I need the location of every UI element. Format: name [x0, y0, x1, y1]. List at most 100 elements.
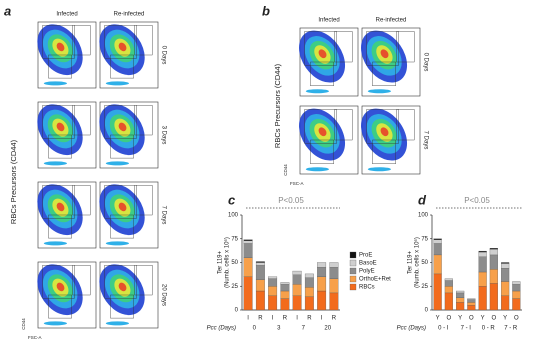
gate — [48, 134, 72, 159]
bar-segment — [489, 249, 498, 256]
corner-y: CD44 — [283, 164, 288, 176]
bar-segment — [304, 296, 314, 311]
legend-swatch — [349, 275, 357, 283]
bar-segment — [501, 295, 510, 311]
x-tick-label: Y — [503, 316, 507, 322]
density — [118, 282, 127, 292]
flow-plot — [37, 181, 97, 249]
flow-plot — [361, 27, 421, 97]
bar-segment — [478, 251, 487, 257]
gate — [396, 31, 415, 63]
bar-segment — [444, 280, 453, 287]
x-tick-label: R — [283, 316, 288, 322]
bar-segment — [317, 262, 327, 268]
flow-plot — [99, 261, 159, 329]
x-tick-label: O — [447, 316, 452, 322]
group-label: 0 - R — [482, 326, 496, 332]
x-tick-label: I — [321, 316, 323, 322]
bar-segment — [512, 290, 521, 299]
bar-segment — [243, 257, 253, 277]
gate — [134, 25, 153, 56]
bar-segment — [329, 267, 339, 279]
group-label: 0 - I — [438, 326, 449, 332]
bar-segment — [280, 284, 290, 292]
row-label: 7 Days — [422, 131, 428, 150]
bar-segment — [243, 239, 253, 241]
column-title: Infected — [318, 18, 339, 24]
legend-swatch — [349, 259, 357, 267]
column-title: Re-infected — [376, 18, 407, 24]
bar-segment — [255, 290, 265, 311]
bar-segment — [243, 276, 253, 311]
x-tick-label: I — [296, 316, 298, 322]
density — [367, 89, 391, 94]
group-label: 3 — [277, 326, 281, 332]
density — [118, 202, 127, 212]
gate — [42, 265, 75, 299]
bar-segment — [292, 270, 302, 275]
bar-segment — [433, 238, 442, 240]
bar-segment — [292, 295, 302, 311]
density — [305, 167, 329, 172]
annotation: P<0.05 — [278, 196, 304, 205]
gate — [310, 61, 334, 86]
gate — [48, 54, 72, 79]
bar-segment — [478, 286, 487, 311]
y-tick-label: 0 — [425, 308, 429, 314]
gate — [72, 105, 91, 136]
legend-label: OrthoE+Ret — [359, 277, 391, 283]
annotation: P<0.05 — [464, 196, 490, 205]
bar-segment — [243, 243, 253, 258]
gate — [366, 31, 399, 66]
gate — [42, 185, 75, 219]
flow-plot — [299, 105, 359, 175]
bar-segment — [444, 292, 453, 311]
bar-segment — [280, 290, 290, 299]
gate — [48, 294, 72, 319]
bar-segment — [433, 239, 442, 244]
x-tick-label: I — [247, 316, 249, 322]
density — [118, 122, 127, 132]
bar-segment — [280, 282, 290, 285]
bar-segment — [444, 286, 453, 294]
row-label: 3 Days — [160, 126, 166, 145]
x-tick-label: I — [272, 316, 274, 322]
gate — [42, 105, 75, 139]
density — [43, 161, 67, 166]
density — [43, 321, 67, 326]
bar-segment — [501, 262, 510, 264]
density — [305, 89, 329, 94]
bar-segment — [268, 276, 278, 279]
gate — [134, 185, 153, 216]
bar-segment — [467, 302, 476, 306]
y-tick-label: 50 — [231, 260, 238, 266]
density — [105, 241, 129, 246]
bar-segment — [292, 274, 302, 285]
group-label: 7 - R — [504, 326, 518, 332]
x-tick-label: R — [332, 316, 337, 322]
bar-segment — [467, 298, 476, 300]
density — [318, 49, 327, 59]
y-tick-label: 75 — [421, 236, 428, 242]
density — [380, 49, 389, 59]
bar-segment — [280, 298, 290, 311]
bar-segment — [268, 295, 278, 311]
corner-x: FSC-A — [28, 335, 42, 340]
gate — [72, 265, 91, 296]
bar-segment — [501, 281, 510, 296]
row-label: 0 Days — [160, 46, 166, 65]
gate — [48, 214, 72, 239]
density — [43, 81, 67, 86]
bar-segment — [255, 279, 265, 292]
y-tick-label: 75 — [231, 236, 238, 242]
bar-segment — [489, 268, 498, 284]
bar-segment — [444, 278, 453, 281]
bar-segment — [478, 250, 487, 253]
legend-label: RBCs — [359, 285, 375, 291]
y-axis-label: Ter 119+ — [218, 250, 224, 274]
bar-segment — [317, 290, 327, 311]
bar-segment — [456, 292, 465, 298]
x-tick-label: O — [514, 316, 519, 322]
group-label: 7 — [302, 326, 306, 332]
y-axis-label: Ter 119+ — [408, 250, 414, 274]
